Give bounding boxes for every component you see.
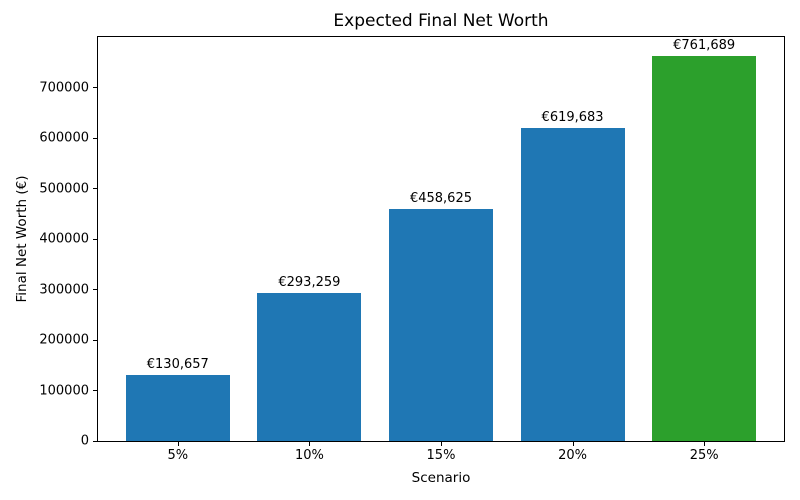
bar-25%: €761,689 [652,38,757,441]
bar-value-label: €458,625 [409,191,472,207]
x-axis-label: Scenario [411,470,471,486]
chart-title: Expected Final Net Worth [333,11,549,31]
y-tick-label: 300000 [39,282,89,297]
y-tick-mark [93,238,97,240]
bar-value-label: €130,657 [146,357,209,373]
y-tick-mark [93,440,97,442]
bar-value-label: €293,259 [278,274,341,290]
x-tick-mark [440,442,442,446]
y-tick-label: 200000 [39,332,89,348]
bars-container: €130,657 5% €293,259 10% €458,625 15% €619,683… [98,37,784,463]
x-tick-label: 5% [167,448,189,463]
x-tick-label: 15% [426,448,456,463]
bar-value-label: €761,689 [673,38,736,54]
bar-15%: €458,625 [389,191,493,441]
x-tick-label: 10% [294,448,324,463]
bar-10%: €293,259 [257,275,362,441]
plot-area: 0 100000 200000 300000 400000 500000 600000 700… [39,36,785,463]
y-tick-mark [93,289,97,290]
x-tick-label: 20% [558,448,588,463]
y-tick-label: 400000 [39,231,89,247]
x-tick-mark [572,442,574,446]
y-tick-mark [93,188,97,189]
bar-slot-25%: €761,689 25% [638,37,770,463]
y-tick-label: 0 [80,433,89,449]
y-tick-label: 600000 [39,130,89,146]
y-tick-label: 100000 [39,383,89,398]
bar-slot-20%: €619,683 20% [507,37,639,463]
x-tick-mark [704,442,706,446]
y-tick-mark [93,339,97,341]
y-tick-mark [93,87,97,88]
y-tick-label: 700000 [39,80,89,95]
x-tick-label: 25% [689,448,719,463]
bar-slot-10%: €293,259 10% [244,37,376,463]
y-tick-mark [93,390,97,391]
y-axis-label: Final Net Worth (€) [14,175,30,303]
x-tick-mark [309,442,311,446]
bar-20%: €619,683 [520,110,625,441]
bar-value-label: €619,683 [541,110,604,126]
bar-slot-5%: €130,657 5% [112,37,244,463]
bar-5%: €130,657 [125,357,230,441]
y-tick-label: 500000 [39,181,89,196]
bar-slot-15%: €458,625 15% [375,37,507,463]
x-tick-mark [177,442,179,446]
y-tick-mark [93,137,97,139]
